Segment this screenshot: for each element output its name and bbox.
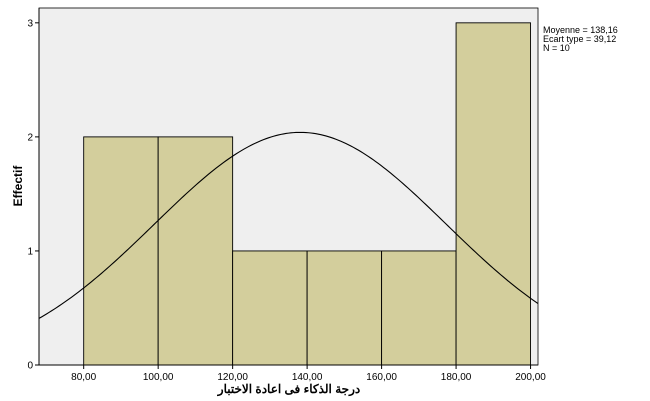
y-tick-label: 2 bbox=[27, 132, 33, 143]
x-tick-label: 120,00 bbox=[217, 372, 248, 383]
x-tick-label: 160,00 bbox=[366, 372, 397, 383]
stats-box: Moyenne = 138,16 Ecart type = 39,12 N = … bbox=[543, 25, 618, 53]
y-tick-label: 0 bbox=[27, 361, 33, 372]
histogram-bar bbox=[381, 250, 457, 366]
x-tick-label: 180,00 bbox=[441, 372, 472, 383]
x-axis-title: درجة الذكاء فى اعادة الاختبار bbox=[217, 382, 360, 397]
histogram-bar bbox=[83, 136, 159, 366]
histogram-bar bbox=[455, 22, 532, 366]
histogram-bar bbox=[157, 136, 234, 366]
y-tick-label: 3 bbox=[27, 18, 33, 29]
x-tick-label: 100,00 bbox=[143, 372, 174, 383]
histogram-bar bbox=[306, 250, 383, 366]
y-axis-title: Effectif bbox=[11, 165, 25, 207]
histogram-bar bbox=[232, 250, 308, 366]
bars-group bbox=[83, 22, 532, 366]
y-tick-label: 1 bbox=[27, 246, 33, 257]
x-tick-label: 80,00 bbox=[71, 372, 96, 383]
x-tick-label: 200,00 bbox=[515, 372, 546, 383]
y-ticks-group: 0 1 2 3 bbox=[27, 18, 39, 372]
stats-sd: Ecart type = 39,12 bbox=[543, 34, 616, 44]
x-tick-label: 140,00 bbox=[292, 372, 323, 383]
stats-mean: Moyenne = 138,16 bbox=[543, 25, 618, 35]
normal-curve bbox=[39, 131, 538, 319]
x-ticks-group: 80,00 100,00 120,00 140,00 160,00 180,00 200,0… bbox=[71, 365, 546, 383]
stats-n: N = 10 bbox=[543, 43, 570, 53]
